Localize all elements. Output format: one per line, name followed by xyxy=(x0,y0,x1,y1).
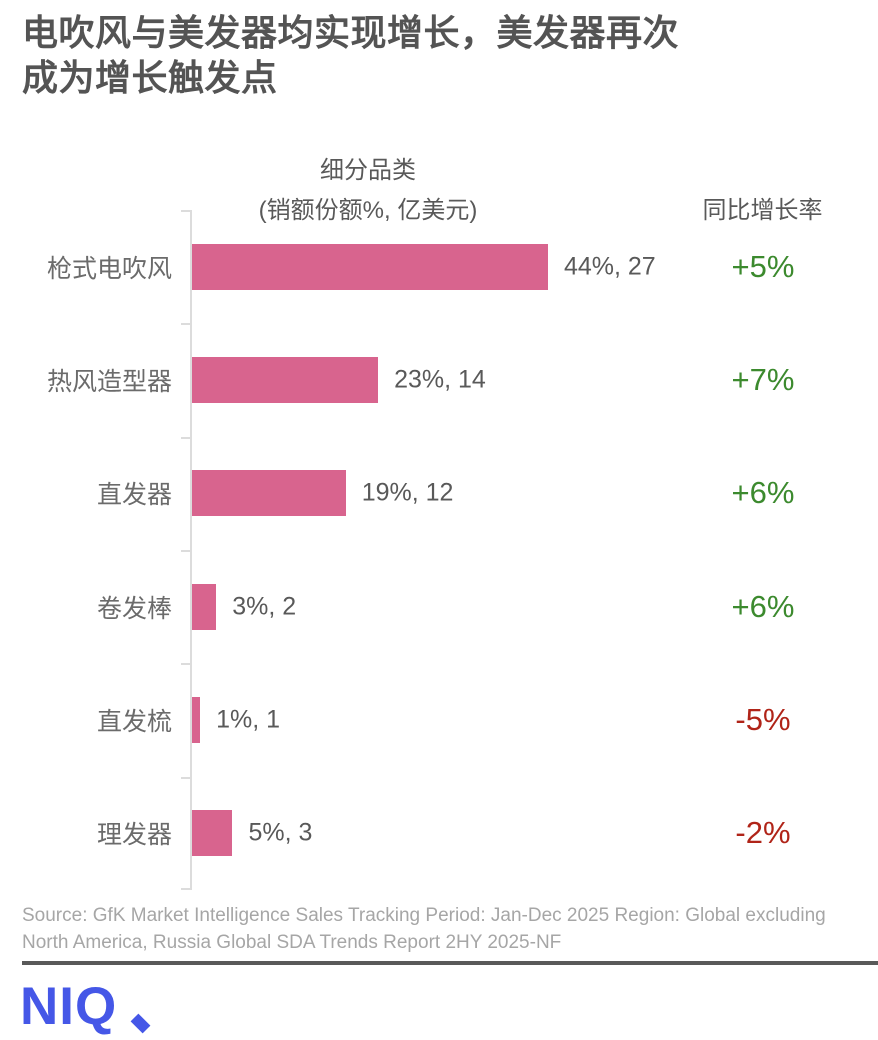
axis-tick xyxy=(181,210,190,212)
source-text: Source: GfK Market Intelligence Sales Tr… xyxy=(22,905,826,953)
category-label: 理发器 xyxy=(96,821,172,850)
category-label: 卷发棒 xyxy=(96,594,172,623)
category-label: 枪式电吹风 xyxy=(46,254,172,283)
axis-tick xyxy=(181,436,190,439)
chart-row: 热风造型器 23%, 14 +7% xyxy=(0,323,878,436)
chart-row: 卷发棒 3%, 2 +6% xyxy=(0,550,878,663)
category-label: 直发梳 xyxy=(96,707,172,736)
category-bar xyxy=(192,243,548,290)
growth-label: -2% xyxy=(735,815,791,851)
growth-label: -5% xyxy=(735,701,791,737)
column-header-category-units: (销额份额%, 亿美元) xyxy=(258,197,478,224)
axis-tick xyxy=(181,663,190,666)
value-label: 19%, 12 xyxy=(361,478,454,507)
axis-tick xyxy=(181,550,190,552)
value-label: 1%, 1 xyxy=(216,705,281,734)
niq-logo: NIQ xyxy=(20,978,170,1038)
chart-row: 理发器 5%, 3 -2% xyxy=(0,777,878,890)
category-label: 热风造型器 xyxy=(46,367,172,396)
page-title-line2: 成为增长触发点 xyxy=(22,57,278,98)
growth-label: +7% xyxy=(731,361,795,397)
value-label: 3%, 2 xyxy=(232,592,297,621)
value-label: 5%, 3 xyxy=(248,818,313,847)
page-title: 电吹风与美发器均实现增长，美发器再次 成为增长触发点 xyxy=(22,10,862,100)
growth-label: +6% xyxy=(731,588,795,624)
page-title-line1: 电吹风与美发器均实现增长，美发器再次 xyxy=(22,12,680,53)
value-label: 23%, 14 xyxy=(394,365,486,394)
axis-tick xyxy=(181,776,190,779)
chart-row: 直发器 19%, 12 +6% xyxy=(0,437,878,550)
y-axis-line xyxy=(190,210,192,890)
category-bar xyxy=(192,470,346,517)
column-header-growth: 同比增长率 xyxy=(702,197,823,224)
value-label: 44%, 27 xyxy=(563,252,656,281)
category-bar xyxy=(192,810,233,857)
column-header-category: 细分品类 xyxy=(320,157,416,184)
footer-divider xyxy=(22,961,878,965)
category-bar xyxy=(192,356,379,403)
chart-row: 枪式电吹风 44%, 27 +5% xyxy=(0,210,878,323)
category-bar xyxy=(192,583,217,630)
growth-label: +6% xyxy=(731,475,795,511)
axis-tick xyxy=(181,323,190,326)
bar-chart: 枪式电吹风 44%, 27 +5% 热风造型器 23%, 14 +7% 直发器 … xyxy=(0,210,878,890)
category-bar xyxy=(192,696,201,743)
chart-row: 直发梳 1%, 1 -5% xyxy=(0,663,878,776)
niq-logo-text: NIQ xyxy=(20,977,118,1036)
category-label: 直发器 xyxy=(96,481,172,510)
growth-label: +5% xyxy=(731,248,795,284)
axis-tick xyxy=(181,888,190,890)
